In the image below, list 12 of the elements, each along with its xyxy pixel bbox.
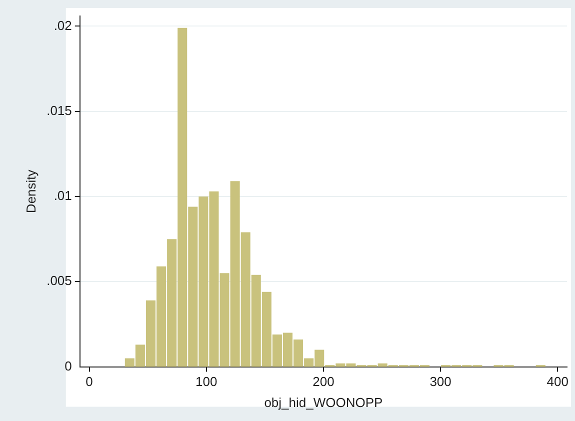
x-tick-label: 300 [430,374,452,390]
x-axis-title: obj_hid_WOONOPP [264,394,383,410]
y-tick-label: .01 [54,188,72,204]
y-tick-label: .015 [46,102,72,118]
x-tick-label: 100 [196,374,218,390]
x-tick-label: 0 [86,374,93,390]
y-axis-title: Density [23,169,38,214]
x-tick-label: 400 [546,374,568,390]
y-tick-label: .005 [46,273,72,288]
x-tick-label: 200 [312,374,334,390]
y-tick-label: 0 [64,358,72,374]
y-tick-label: .02 [54,18,72,33]
